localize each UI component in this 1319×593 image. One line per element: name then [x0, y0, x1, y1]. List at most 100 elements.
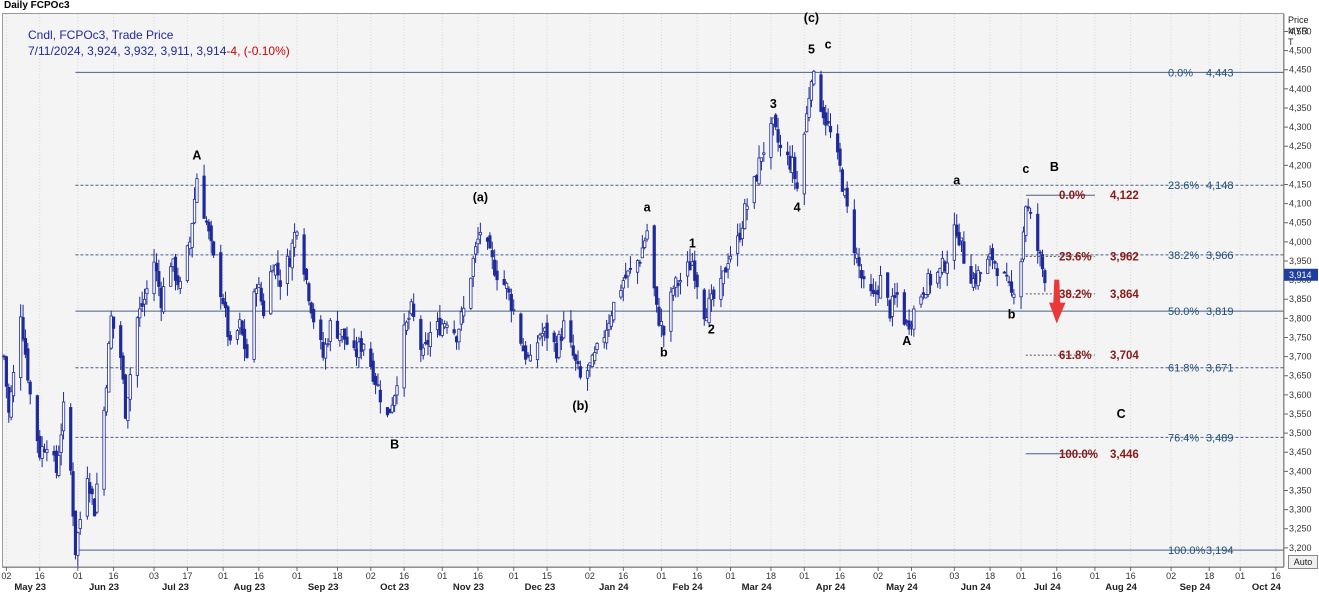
- month-label: Aug 24: [1105, 582, 1137, 593]
- x-tick-label: 18: [1204, 571, 1214, 581]
- candle-body: [262, 300, 266, 317]
- candle-body: [757, 157, 761, 185]
- legend-instrument: Cndl, FCPOc3, Trade Price: [28, 28, 174, 42]
- fib-main-value: 3,194: [1206, 545, 1234, 557]
- month-label: Feb 24: [673, 582, 704, 593]
- candle-body: [362, 343, 366, 351]
- y-tick-label: 3,200: [1289, 543, 1312, 553]
- x-tick-label: 16: [35, 571, 45, 581]
- candle-body: [845, 187, 849, 207]
- candle-body: [373, 375, 378, 385]
- wave-label: B: [1050, 160, 1059, 174]
- x-tick-label: 18: [985, 571, 995, 581]
- wave-label: C: [1117, 407, 1126, 421]
- fib-sub-value: 3,446: [1110, 449, 1139, 461]
- fib-main-pct: 0.0%: [1168, 67, 1193, 79]
- fib-sub-pct: 38.2%: [1059, 289, 1092, 301]
- fib-main-pct: 50.0%: [1168, 306, 1199, 318]
- candle-body: [995, 268, 999, 277]
- candle-body: [612, 301, 616, 321]
- y-tick-label: 3,950: [1289, 256, 1312, 266]
- candle-body: [312, 308, 316, 323]
- auto-scale-button[interactable]: Auto: [1288, 555, 1318, 569]
- chart-area[interactable]: [2, 13, 1284, 568]
- y-tick-label: 3,700: [1289, 352, 1312, 362]
- candle-body: [676, 283, 680, 286]
- candle-body: [71, 471, 75, 517]
- candle-body: [343, 328, 347, 340]
- candle-body: [655, 286, 659, 305]
- month-label: Jun 23: [89, 582, 119, 593]
- candle-body: [645, 230, 649, 240]
- candle-body: [393, 395, 397, 406]
- candle-body: [119, 325, 123, 358]
- candle-body: [295, 231, 299, 236]
- candle-body: [157, 271, 161, 287]
- legend-ohlc-values: 7/11/2024, 3,924, 3,932, 3,911, 3,914: [28, 44, 227, 58]
- month-label: Jul 24: [1034, 582, 1062, 593]
- candle-body: [578, 366, 583, 378]
- candle-body: [878, 275, 883, 299]
- candle-body: [4, 356, 8, 387]
- candle-body: [476, 238, 480, 245]
- wave-label: a: [644, 200, 652, 214]
- wave-label: c: [825, 38, 832, 52]
- candle-body: [1005, 274, 1009, 277]
- x-tick-label: 16: [835, 571, 845, 581]
- fib-sub-pct: 61.8%: [1059, 350, 1092, 362]
- candle-body: [269, 271, 273, 315]
- candle-body: [228, 335, 232, 341]
- month-label: Jan 24: [599, 582, 629, 593]
- candle-body: [252, 291, 256, 360]
- fib-main-pct: 76.4%: [1168, 432, 1199, 444]
- fib-sub-pct: 23.6%: [1059, 251, 1092, 263]
- candle-body: [323, 343, 328, 359]
- candle-body: [192, 198, 197, 224]
- month-label: Jun 24: [961, 582, 992, 593]
- candle-body: [402, 324, 406, 389]
- candle-body: [762, 152, 766, 155]
- candle-body: [824, 112, 828, 126]
- legend-change: -4, (-0.10%): [226, 44, 290, 58]
- candle-body: [471, 257, 475, 277]
- candle-body: [376, 384, 380, 387]
- candle-body: [369, 348, 373, 367]
- candle-body: [936, 271, 940, 284]
- x-tick-label: 03: [949, 571, 959, 581]
- candle-body: [276, 262, 280, 276]
- candle-body: [912, 308, 916, 330]
- candle-body: [328, 320, 332, 342]
- x-tick-label: 01: [725, 571, 735, 581]
- y-tick-label: 3,800: [1289, 313, 1312, 323]
- x-tick-label: 16: [473, 571, 483, 581]
- candle-body: [338, 333, 342, 342]
- candle-body: [619, 290, 623, 298]
- candle-body: [552, 332, 556, 343]
- fib-main-pct: 38.2%: [1168, 250, 1199, 262]
- month-label: Jul 23: [162, 582, 189, 593]
- candle-body: [40, 446, 44, 459]
- down-arrow-icon: [1049, 279, 1066, 324]
- x-tick-label: 16: [399, 571, 409, 581]
- x-tick-label: 02: [1166, 571, 1176, 581]
- candle-body: [202, 175, 206, 219]
- y-tick-label: 4,100: [1289, 199, 1312, 209]
- candle-body: [259, 287, 263, 302]
- candle-body: [495, 270, 499, 281]
- month-label: Apr 24: [816, 582, 846, 593]
- x-tick-label: 01: [1016, 571, 1026, 581]
- candle-body: [490, 250, 494, 258]
- candle-body: [795, 182, 799, 189]
- candle-body: [445, 324, 449, 328]
- x-tick-label: 16: [618, 571, 628, 581]
- candle-body: [519, 313, 523, 344]
- candle-body: [26, 348, 30, 381]
- x-tick-label: 18: [332, 571, 342, 581]
- candle-body: [724, 267, 728, 273]
- price-type-label: T: [1288, 37, 1294, 47]
- candle-body: [69, 407, 73, 471]
- fib-sub-value: 3,704: [1110, 350, 1139, 362]
- candle-body: [886, 272, 890, 298]
- candle-body: [462, 307, 466, 317]
